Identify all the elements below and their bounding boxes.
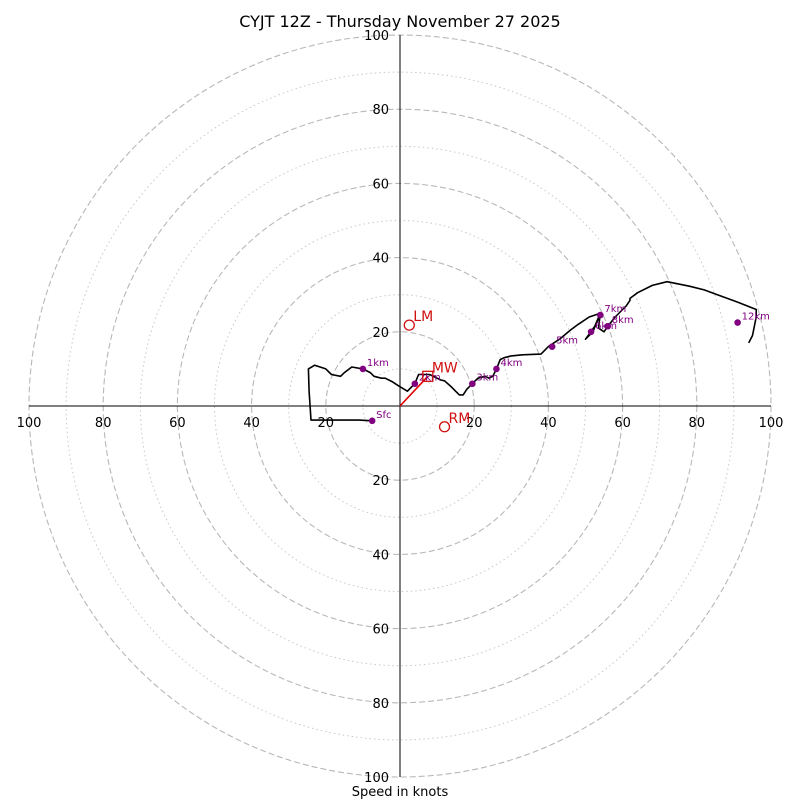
- tick-label-bottom: 60: [372, 623, 389, 638]
- tick-label-top: 60: [372, 177, 389, 192]
- height-marker-2km: [411, 380, 419, 388]
- tick-label-bottom: 40: [372, 548, 389, 563]
- height-label-12km: 12km: [742, 312, 770, 323]
- tick-label-right: 100: [759, 416, 784, 431]
- tick-label-right: 80: [689, 416, 706, 431]
- height-markers: Sfc1km2km3km4km5km6km7km8km12km: [359, 304, 770, 425]
- tick-label-right: 40: [540, 416, 557, 431]
- height-label-3km: 3km: [476, 373, 498, 384]
- hodograph-trace: [307, 280, 758, 422]
- height-label-8km: 8km: [612, 315, 634, 326]
- tick-label-left: 100: [17, 416, 42, 431]
- height-label-5km: 5km: [556, 336, 578, 347]
- marker-label-MW: MW: [432, 360, 458, 376]
- height-marker-1km: [359, 365, 367, 373]
- height-label-4km: 4km: [500, 358, 522, 369]
- storm-motion-markers: LM RM MW: [403, 309, 471, 433]
- tick-label-bottom: 100: [364, 771, 389, 786]
- tick-label-left: 40: [243, 416, 260, 431]
- tick-label-bottom: 20: [372, 474, 389, 489]
- tick-label-left: 60: [169, 416, 186, 431]
- height-marker-12km: [734, 319, 741, 326]
- tick-labels: 20 20 20 20 40 40 40 40 60 60 60 60 80 80 80 80 100 100 10…: [17, 29, 784, 786]
- height-marker-3km: [469, 380, 476, 388]
- tick-label-right: 60: [614, 416, 631, 431]
- tick-label-bottom: 80: [372, 697, 389, 712]
- height-label-2km: 2km: [419, 373, 441, 384]
- tick-label-right: 20: [466, 416, 483, 431]
- tick-label-top: 80: [372, 103, 389, 118]
- tick-label-left: 20: [318, 416, 335, 431]
- tick-label-top: 20: [372, 326, 389, 341]
- tick-label-left: 80: [95, 416, 112, 431]
- height-marker-6km: [587, 328, 595, 336]
- x-axis-label: Speed in knots: [352, 785, 449, 800]
- height-marker-Sfc: [368, 417, 376, 425]
- tick-label-top: 100: [364, 29, 389, 44]
- height-marker-8km: [604, 322, 612, 330]
- marker-label-RM: RM: [449, 411, 471, 427]
- marker-label-LM: LM: [413, 309, 433, 325]
- height-marker-7km: [597, 311, 604, 319]
- height-marker-4km: [493, 365, 500, 373]
- marker-MW: [422, 370, 434, 382]
- marker-RM: [438, 421, 451, 433]
- wind-profile: [307, 280, 758, 422]
- height-label-Sfc: Sfc: [376, 410, 391, 421]
- marker-LM: [403, 319, 415, 331]
- tick-label-top: 40: [372, 252, 389, 267]
- chart-title: CYJT 12Z - Thursday November 27 2025: [239, 12, 560, 31]
- height-label-1km: 1km: [367, 358, 389, 369]
- height-label-7km: 7km: [604, 304, 626, 315]
- height-marker-5km: [548, 343, 556, 350]
